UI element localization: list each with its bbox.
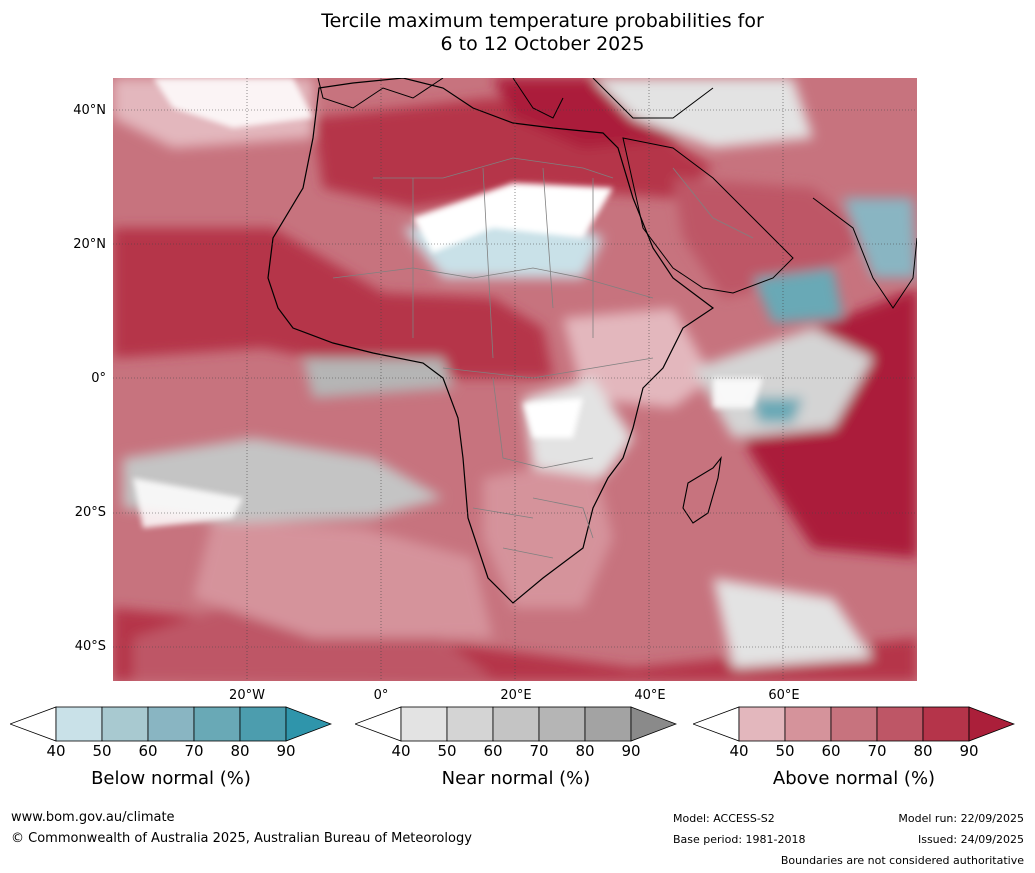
lon-label-20w: 20°W: [229, 688, 265, 703]
above-normal-segment-0: [738, 706, 786, 742]
colorbar-near-normal: [355, 706, 677, 742]
white-patch-sahara: [413, 183, 613, 253]
footer-model-run: Model run: 22/09/2025: [898, 812, 1024, 825]
footer-copyright: © Commonwealth of Australia 2025, Austra…: [11, 831, 472, 846]
near-normal-segment-1: [446, 706, 494, 742]
light-above-southern-africa: [483, 458, 613, 608]
near-normal-extend-high: [630, 706, 677, 742]
above-normal-tick-label: 90: [959, 742, 979, 760]
below-normal-segment-1: [101, 706, 149, 742]
below-normal-tick-label: 90: [276, 742, 296, 760]
below-normal-tick-label: 40: [46, 742, 66, 760]
above-normal-tick-label: 60: [821, 742, 841, 760]
below-normal-tick-label: 70: [184, 742, 204, 760]
near-normal-extend-low: [355, 706, 402, 742]
colorbar-label-above: Above normal (%): [772, 768, 936, 789]
light-above-south-atlantic: [193, 518, 493, 638]
below-normal-segment-4: [239, 706, 287, 742]
near-normal-tick-label: 90: [621, 742, 641, 760]
white-patch-north-atlantic: [153, 78, 313, 128]
probability-map: [113, 78, 917, 681]
above-normal-tick-label: 80: [913, 742, 933, 760]
lat-label-20s: 20°S: [74, 505, 106, 520]
country-borders: [332, 157, 754, 559]
near-normal-tick-label: 50: [437, 742, 457, 760]
below-normal-tick-label: 80: [230, 742, 250, 760]
white-patch-south-atlantic: [133, 478, 243, 528]
above-normal-tick-label: 70: [867, 742, 887, 760]
above-normal-segment-2: [830, 706, 878, 742]
below-normal-arabian-sea: [753, 268, 843, 323]
below-normal-extend-high: [285, 706, 332, 742]
footer-url[interactable]: www.bom.gov.au/climate: [11, 810, 175, 825]
near-normal-mideast: [593, 78, 813, 148]
footer-issued: Issued: 24/09/2025: [917, 833, 1024, 846]
light-above-east-africa: [563, 308, 713, 408]
near-normal-segment-4: [584, 706, 632, 742]
footer-base-period: Base period: 1981-2018: [673, 833, 806, 846]
above-normal-tick-label: 50: [775, 742, 795, 760]
colorbar-label-near: Near normal (%): [441, 768, 591, 789]
lat-label-40s: 40°S: [74, 639, 106, 654]
below-normal-extend-low: [10, 706, 57, 742]
footer-disclaimer: Boundaries are not considered authoritat…: [780, 854, 1024, 867]
lon-label-20e: 20°E: [500, 688, 532, 703]
above-normal-segment-1: [784, 706, 832, 742]
colorbar-label-below: Below normal (%): [91, 768, 251, 789]
near-normal-segment-2: [492, 706, 540, 742]
arabia-coastline: [622, 137, 794, 294]
chart-title: Tercile maximum temperature probabilitie…: [0, 10, 1035, 56]
near-normal-south-indian: [713, 578, 873, 668]
colorbar-below-normal: [10, 706, 332, 742]
india-coastline: [812, 197, 917, 309]
lat-label-0: 0°: [91, 371, 106, 386]
europe-coastline: [317, 78, 714, 119]
lon-label-60e: 60°E: [768, 688, 800, 703]
madagascar-outline: [682, 456, 722, 524]
above-normal-segment-3: [876, 706, 924, 742]
lat-label-20n: 20°N: [73, 237, 106, 252]
below-normal-tick-label: 60: [138, 742, 158, 760]
title-line-2: 6 to 12 October 2025: [440, 33, 645, 55]
lon-label-40e: 40°E: [634, 688, 666, 703]
near-normal-indian-ocean: [693, 328, 873, 438]
lat-label-40n: 40°N: [73, 103, 106, 118]
near-normal-tick-label: 60: [483, 742, 503, 760]
africa-coastline: [267, 78, 715, 604]
white-patch-congo: [523, 398, 583, 438]
below-normal-segment-3: [193, 706, 241, 742]
above-normal-extend-low: [693, 706, 740, 742]
below-normal-tick-label: 50: [92, 742, 112, 760]
near-normal-tick-label: 80: [575, 742, 595, 760]
title-line-1: Tercile maximum temperature probabilitie…: [321, 10, 764, 32]
near-normal-tick-label: 70: [529, 742, 549, 760]
colorbar-above-normal: [693, 706, 1015, 742]
above-normal-segment-4: [922, 706, 970, 742]
below-normal-indian-ocean: [753, 398, 803, 423]
near-normal-segment-0: [400, 706, 448, 742]
below-normal-segment-2: [147, 706, 195, 742]
strong-above-west-atlantic: [113, 228, 553, 378]
below-normal-india: [843, 198, 917, 278]
below-normal-segment-0: [55, 706, 103, 742]
above-normal-tick-label: 40: [729, 742, 749, 760]
lon-label-0: 0°: [373, 688, 389, 703]
near-normal-segment-3: [538, 706, 586, 742]
near-normal-tick-label: 40: [391, 742, 411, 760]
white-patch-indian: [713, 378, 763, 408]
above-normal-extend-high: [968, 706, 1015, 742]
footer-model: Model: ACCESS-S2: [673, 812, 775, 825]
gridlines: [113, 78, 917, 681]
